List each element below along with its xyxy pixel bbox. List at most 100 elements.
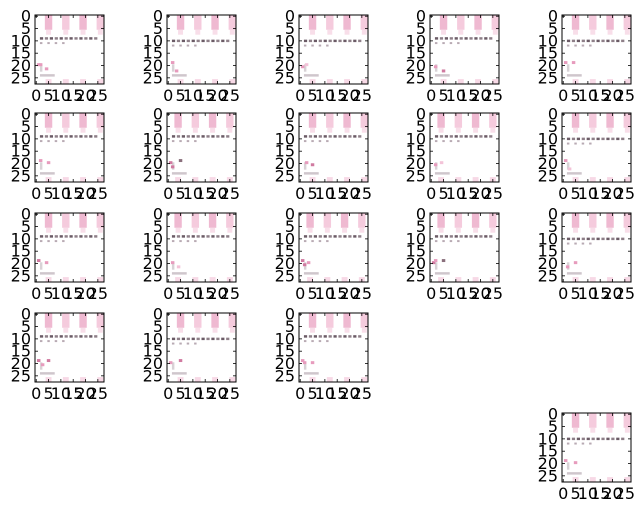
heat-cell-band [318,335,322,338]
heat-cell-band2 [581,44,585,47]
heat-cell [36,359,41,363]
heat-cell-band [54,235,58,238]
heat-stripe-fade [624,227,630,233]
heat-stripe [228,313,236,328]
y-tick-label: 5 [416,217,426,236]
x-tick-label: 5 [307,86,317,105]
heat-cell-band [474,135,478,138]
heat-cell-bottom [589,477,596,482]
heat-cell-band [489,37,493,40]
heat-cell-band2 [318,44,322,47]
heat-cell-band [39,135,44,138]
heat-stripe [176,313,185,328]
heat-cell-band [211,337,215,341]
heat-stripe-fade [475,29,481,35]
heat-cell-band [64,135,68,138]
x-tick-label: 10 [315,284,335,303]
heat-cell-band [94,235,98,238]
heat-cell-band [49,235,53,238]
heat-stripe [79,15,87,30]
heat-cell-band2 [442,140,445,143]
heat-cell-band [59,335,63,338]
heat-cell-band2 [303,44,307,47]
heat-cell-band2 [589,142,592,145]
heat-cell-band2 [39,240,43,243]
heat-cell-band [459,235,463,238]
heat-cell-band [196,337,200,341]
heat-stripe-fade [46,127,52,133]
y-tick-label: 10 [275,31,295,50]
x-tick-label: 20 [339,284,359,303]
x-tick-label: 5 [570,284,580,303]
heat-cell-mark [566,64,570,72]
heat-cell-band [89,37,93,40]
heat-cell-band2 [318,240,322,243]
heat-cell-band [216,235,220,238]
heat-cell [38,159,43,163]
x-tick-label: 10 [183,184,203,203]
heat-cell-band [221,235,225,238]
heat-cell-band [308,135,313,138]
heat-stripe [211,313,219,328]
heat-cell-band [596,137,600,141]
heat-cell-band2 [566,142,570,145]
heat-cell-band [591,237,595,241]
heat-stripe [79,113,87,128]
heat-cell-mark [434,272,450,275]
heat-cell-band [439,235,444,238]
y-tick-label: 25 [538,166,558,185]
y-tick-label: 20 [538,254,558,273]
heat-stripe [343,15,351,30]
heat-cell-mark [566,462,570,470]
x-tick-label: 15 [327,184,347,203]
heat-stripe [471,113,480,128]
x-tick-label: 15 [590,86,610,105]
heat-stripe [454,113,463,128]
heat-cell-band2 [171,342,175,345]
heat-stripe-fade [344,327,350,333]
heat-cell-band2 [574,242,577,245]
heat-stripe [606,113,614,128]
heat-cell-band2 [47,240,50,243]
x-tick-label: 20 [75,384,95,403]
heat-cell-bottom [326,177,333,182]
heat-cell-mark [39,74,55,77]
y-tick-label: 25 [275,266,295,285]
heat-cell-band [434,37,439,40]
heat-cell-band2 [434,240,438,243]
heat-cell-band [206,235,210,238]
y-tick-label: 20 [275,354,295,373]
x-tick-label: 0 [295,184,305,203]
x-tick-label: 0 [295,384,305,403]
y-tick-label: 0 [153,7,163,26]
heat-cell-band [216,135,220,138]
heat-stripe-fade [573,427,579,433]
heat-cell-band2 [589,242,592,245]
heat-cell-band [211,235,215,238]
heat-cell-band [89,235,93,238]
heat-stripe [326,113,334,128]
heat-cell-band [318,235,322,238]
heat-cell-band2 [194,342,197,345]
heat-cell-band [581,137,585,141]
heat-cell [433,259,438,263]
y-tick-label: 10 [406,229,426,248]
x-tick-label: 10 [315,184,335,203]
x-tick-label: 0 [295,284,305,303]
y-tick-label: 15 [143,342,163,361]
heat-stripe-fade [63,327,69,333]
heat-cell-band2 [62,240,65,243]
y-tick-label: 10 [406,129,426,148]
heat-cell-mark [303,74,319,77]
heat-cell-bottom [80,277,87,282]
heat-cell-band [303,335,308,338]
y-tick-label: 25 [275,166,295,185]
heat-stripe [437,213,445,228]
heat-cell-band [591,437,595,441]
heat-stripe [489,113,497,128]
heat-stripe-fade [229,29,235,35]
heat-cell-band [469,235,473,238]
heat-stripe-fade [327,127,333,133]
heat-cell-band [313,235,317,238]
heat-cell-band [54,37,58,40]
